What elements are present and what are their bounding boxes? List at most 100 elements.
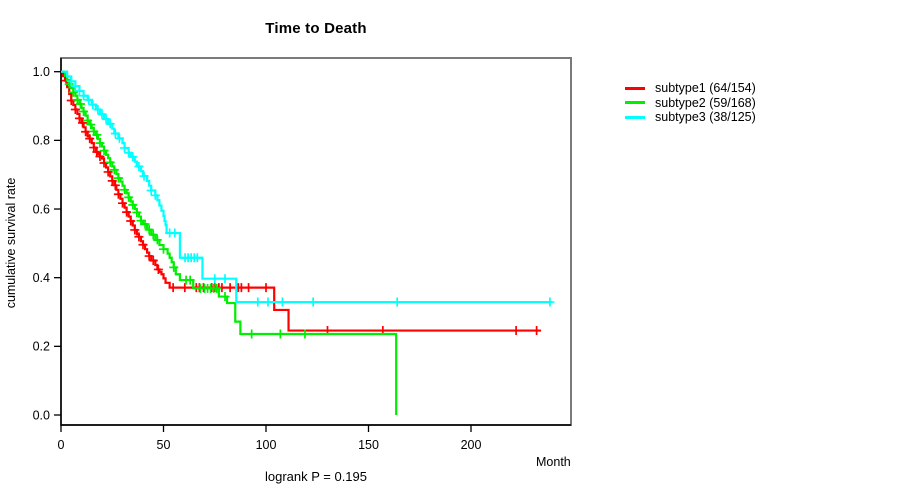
censor-mark-subtype1 xyxy=(144,251,154,261)
censor-mark-subtype2 xyxy=(68,87,78,97)
censor-mark-subtype3 xyxy=(253,297,263,307)
censor-mark-subtype1 xyxy=(81,127,91,137)
censor-mark-subtype2 xyxy=(128,200,138,210)
subtype1-line-swatch xyxy=(625,86,645,90)
censor-mark-subtype3 xyxy=(114,133,124,143)
censor-mark-subtype3 xyxy=(66,76,76,86)
censor-mark-subtype2 xyxy=(99,146,109,156)
y-tick-label: 0.0 xyxy=(33,408,50,422)
censor-mark-subtype3 xyxy=(220,274,230,284)
x-tick-label: 50 xyxy=(157,438,171,452)
censor-mark-subtype3 xyxy=(110,128,120,138)
censor-mark-subtype2 xyxy=(300,329,310,339)
censor-mark-subtype1 xyxy=(85,134,95,144)
censor-mark-subtype2 xyxy=(148,230,158,240)
censor-mark-subtype1 xyxy=(70,104,80,114)
censor-mark-subtype1 xyxy=(138,240,148,250)
y-tick-label: 0.6 xyxy=(33,202,50,216)
y-tick-label: 0.4 xyxy=(33,271,50,285)
censor-mark-subtype2 xyxy=(109,165,119,175)
censor-mark-subtype3 xyxy=(93,104,103,114)
censor-mark-subtype2 xyxy=(113,173,123,183)
censor-mark-subtype2 xyxy=(79,107,89,117)
legend-label-subtype3: subtype3 (38/125) xyxy=(655,110,756,125)
censor-mark-subtype1 xyxy=(110,180,120,190)
censor-mark-subtype3 xyxy=(210,274,220,284)
censor-mark-subtype2 xyxy=(247,329,257,339)
censor-mark-subtype2 xyxy=(144,225,154,235)
censor-mark-subtype3 xyxy=(120,143,130,153)
legend-row-subtype3: subtype3 (38/125) xyxy=(625,110,756,125)
censor-mark-subtype1 xyxy=(134,232,144,242)
censor-mark-subtype2 xyxy=(140,219,150,229)
censor-mark-subtype2 xyxy=(120,185,130,195)
censor-mark-subtype3 xyxy=(70,81,80,91)
x-tick-label: 100 xyxy=(256,438,277,452)
censor-mark-subtype1 xyxy=(95,151,105,161)
censor-mark-subtype1 xyxy=(78,118,88,128)
censor-mark-subtype2 xyxy=(152,235,162,245)
subtype3-line-swatch xyxy=(625,115,645,119)
censor-mark-subtype3 xyxy=(105,119,115,129)
subtype2-line-swatch xyxy=(625,101,645,105)
censor-mark-subtype2 xyxy=(92,130,102,140)
censor-mark-subtype2 xyxy=(95,138,105,148)
x-tick-label: 200 xyxy=(461,438,482,452)
legend-row-subtype1: subtype1 (64/154) xyxy=(625,81,756,96)
censor-mark-subtype2 xyxy=(275,329,285,339)
censor-mark-subtype1 xyxy=(180,283,190,293)
x-tick-label: 0 xyxy=(58,438,65,452)
chart-title: Time to Death xyxy=(265,20,367,37)
censor-mark-subtype2 xyxy=(75,99,85,109)
censor-mark-subtype3 xyxy=(134,161,144,171)
km-curve-subtype3 xyxy=(61,70,552,304)
censor-mark-subtype3 xyxy=(128,152,138,162)
censor-mark-subtype3 xyxy=(170,228,180,238)
censor-mark-subtype3 xyxy=(101,114,111,124)
legend-label-subtype1: subtype1 (64/154) xyxy=(655,81,756,96)
censor-mark-subtype2 xyxy=(220,292,230,302)
censor-mark-subtype1 xyxy=(153,264,163,274)
censor-mark-subtype3 xyxy=(392,297,402,307)
censor-mark-subtype2 xyxy=(185,275,195,285)
censor-mark-subtype1 xyxy=(130,225,140,235)
censor-mark-subtype2 xyxy=(132,207,142,217)
censor-mark-subtype2 xyxy=(159,244,168,254)
censor-mark-subtype3 xyxy=(263,297,273,307)
censor-mark-subtype3 xyxy=(74,86,84,96)
censor-mark-subtype1 xyxy=(168,283,178,293)
x-tick-label: 150 xyxy=(358,438,379,452)
legend-label-subtype2: subtype2 (59/168) xyxy=(655,95,756,110)
censor-mark-subtype2 xyxy=(212,283,222,293)
censor-mark-subtype1 xyxy=(122,207,132,217)
censor-mark-subtype1 xyxy=(532,326,542,336)
censor-mark-subtype3 xyxy=(192,253,202,263)
censor-mark-subtype1 xyxy=(118,198,127,208)
censor-mark-subtype1 xyxy=(511,326,521,336)
censor-mark-subtype3 xyxy=(139,171,149,181)
censor-mark-subtype3 xyxy=(124,148,134,158)
y-tick-label: 0.2 xyxy=(33,340,50,354)
legend: subtype1 (64/154) subtype2 (59/168) subt… xyxy=(625,81,756,125)
censor-mark-subtype1 xyxy=(126,216,136,226)
plot-box xyxy=(60,57,572,426)
censor-mark-subtype1 xyxy=(244,283,254,293)
y-tick-label: 1.0 xyxy=(33,65,50,79)
censor-mark-subtype3 xyxy=(79,91,89,101)
censor-mark-subtype1 xyxy=(225,283,235,293)
censor-mark-subtype2 xyxy=(105,157,115,167)
censor-mark-subtype3 xyxy=(97,109,107,119)
censor-mark-subtype2 xyxy=(169,262,179,272)
censor-mark-subtype1 xyxy=(148,256,158,266)
x-axis-label: Month xyxy=(536,455,571,469)
censor-mark-subtype3 xyxy=(545,297,555,307)
logrank-annotation: logrank P = 0.195 xyxy=(264,469,368,484)
censor-mark-subtype2 xyxy=(86,120,96,130)
censor-mark-subtype3 xyxy=(277,297,287,307)
censor-mark-subtype3 xyxy=(308,297,318,307)
censor-mark-subtype1 xyxy=(103,167,113,177)
y-tick-label: 0.8 xyxy=(33,134,50,148)
censor-mark-subtype3 xyxy=(150,190,160,200)
